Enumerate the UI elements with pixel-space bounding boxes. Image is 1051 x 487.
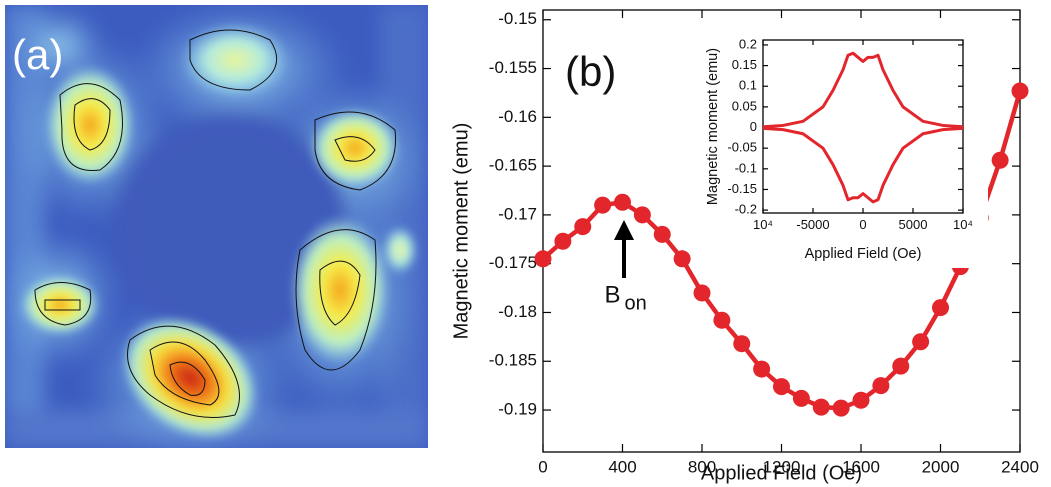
data-point (832, 399, 850, 417)
annotation-subscript: on (625, 292, 647, 314)
data-point (574, 218, 592, 236)
x-tick-label: 10⁴ (953, 217, 973, 232)
data-point (773, 378, 790, 396)
heatmap (5, 5, 428, 448)
x-tick-label: 2000 (922, 458, 960, 477)
data-point (991, 151, 1009, 169)
data-point (892, 357, 910, 375)
y-tick-label: 0.05 (732, 98, 757, 113)
series-line (762, 51, 964, 129)
inset-background (703, 35, 988, 268)
y-tick-label: -0.15 (727, 181, 757, 196)
series-line (762, 126, 964, 204)
data-point (534, 250, 552, 268)
y-axis-label: Magnetic moment (emu) (450, 123, 472, 340)
y-tick-label: 0.1 (739, 78, 757, 93)
data-point (792, 389, 810, 407)
x-axis-label: Applied Field (Oe) (805, 246, 922, 262)
x-tick-label: 800 (688, 458, 716, 477)
data-point (713, 311, 731, 329)
data-point (594, 196, 612, 214)
panel-label: (a) (12, 31, 63, 78)
data-point (633, 206, 651, 224)
y-tick-label: -0.18 (498, 302, 537, 321)
x-tick-label: -5000 (796, 217, 829, 232)
y-tick-label: -0.15 (498, 9, 537, 28)
annotation: B (604, 281, 620, 308)
x-tick-label: 2400 (1001, 458, 1039, 477)
data-point (852, 391, 870, 409)
y-tick-label: 0 (750, 119, 757, 134)
data-point (872, 377, 890, 395)
x-tick-label: 0 (538, 458, 547, 477)
data-point (932, 299, 949, 317)
y-axis-label: Magnetic moment (emu) (705, 48, 721, 205)
data-point (554, 232, 572, 250)
x-tick-label: 1200 (763, 458, 801, 477)
y-tick-label: -0.185 (489, 351, 537, 370)
y-tick-label: -0.16 (498, 107, 537, 126)
data-point (812, 398, 830, 416)
x-tick-label: 1600 (842, 458, 880, 477)
data-point (912, 333, 930, 351)
x-tick-label: 10⁴ (753, 217, 773, 232)
y-tick-label: -0.19 (498, 400, 537, 419)
y-tick-label: -0.175 (489, 253, 537, 272)
data-point (693, 284, 711, 302)
panel-label: (b) (565, 48, 616, 95)
plot-frame (542, 9, 1021, 453)
y-tick-label: 0.15 (732, 57, 757, 72)
x-tick-label: 5000 (899, 217, 928, 232)
x-axis-label: Applied Field (Oe) (701, 462, 862, 484)
data-point (653, 225, 671, 243)
data-point (733, 335, 751, 353)
data-point (614, 193, 631, 211)
data-point (673, 250, 691, 268)
y-tick-label: -0.1 (735, 160, 757, 175)
y-tick-label: -0.165 (489, 156, 537, 175)
y-tick-label: -0.05 (727, 140, 757, 155)
y-tick-label: -0.155 (489, 58, 537, 77)
annotation-arrow (614, 220, 634, 278)
y-tick-label: -0.17 (498, 204, 537, 223)
y-tick-label: -0.2 (735, 202, 757, 217)
x-tick-label: 400 (608, 458, 636, 477)
y-tick-label: 0.2 (739, 36, 757, 51)
x-tick-label: 0 (859, 217, 866, 232)
data-point (1011, 82, 1029, 100)
data-point (753, 360, 771, 378)
